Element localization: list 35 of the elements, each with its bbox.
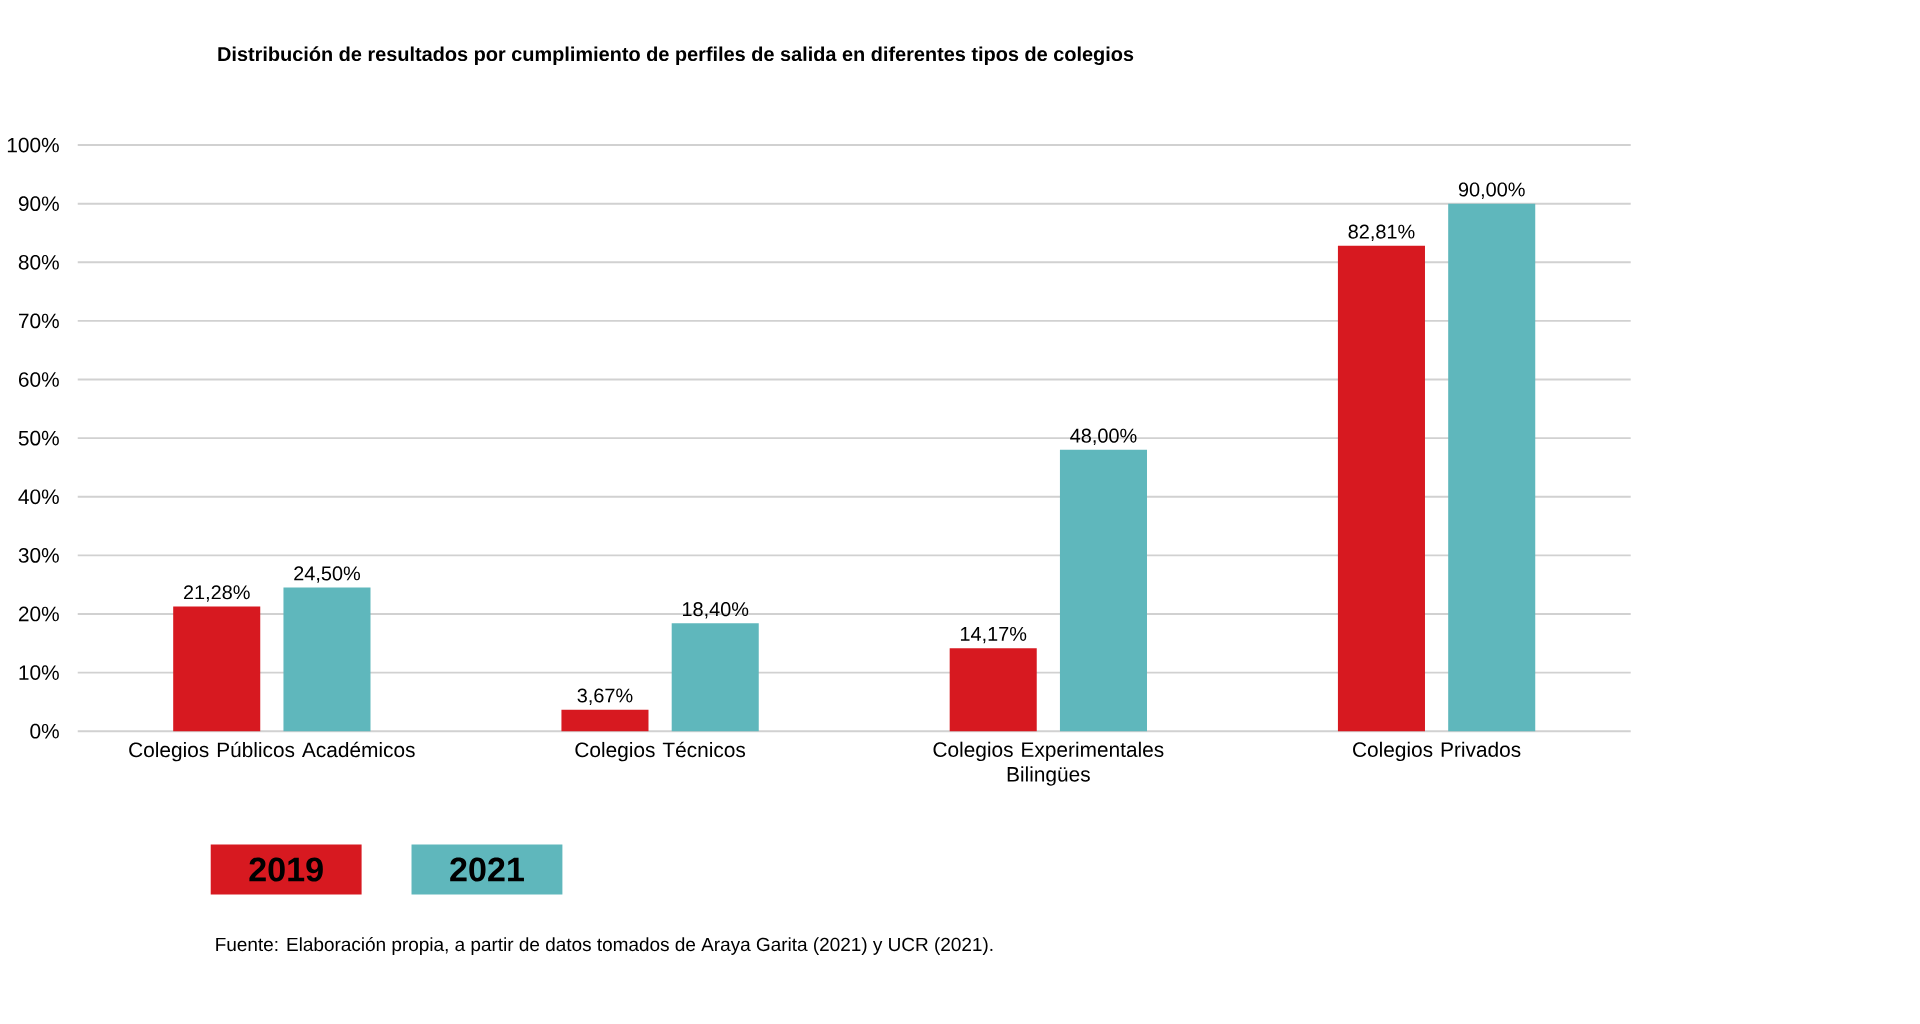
bar — [283, 587, 371, 732]
data-label: 48,00% — [1070, 428, 1137, 446]
bar — [1059, 450, 1147, 732]
source-note: Fuente: Elaboración propia, a partir de datos tomados de Araya Garita (2021) y UCR (2021). — [216, 937, 993, 956]
x-tick-label: Colegios Privados — [1353, 741, 1521, 762]
y-tick-label: 80% — [18, 255, 59, 270]
bar — [561, 709, 649, 732]
y-tick-label: 100% — [7, 137, 59, 153]
x-tick-label: Colegios Técnicos — [575, 741, 746, 762]
y-tick-label: 90% — [18, 196, 59, 212]
data-label: 3,67% — [577, 688, 633, 706]
y-tick-label: 70% — [18, 313, 59, 329]
bar — [949, 648, 1037, 732]
y-tick-label: 10% — [19, 665, 59, 681]
bar — [1448, 203, 1536, 732]
data-label: 90,00% — [1458, 182, 1525, 200]
y-tick-label: 30% — [18, 548, 59, 563]
bar — [173, 606, 261, 732]
y-tick-label: 0% — [30, 723, 59, 739]
data-label: 14,17% — [960, 627, 1027, 644]
y-tick-label: 50% — [18, 430, 59, 446]
data-label: 24,50% — [294, 566, 361, 583]
x-tick-label: Colegios Experimentales Bilingües — [933, 741, 1164, 786]
data-label: 18,40% — [682, 602, 749, 619]
y-tick-label: 60% — [18, 372, 59, 388]
data-label: 21,28% — [183, 585, 250, 602]
data-label: 82,81% — [1348, 224, 1415, 242]
chart-title: Distribución de resultados por cumplimiento de perfiles de salida en diferentes tipos de colegios — [218, 46, 1134, 66]
text: 2019 — [249, 857, 323, 882]
text: 2021 — [450, 857, 524, 882]
y-tick-label: 40% — [18, 489, 59, 505]
bar — [1337, 245, 1425, 732]
x-tick-label: Colegios Públicos Académicos — [129, 741, 415, 762]
bar — [671, 623, 759, 732]
y-tick-label: 20% — [18, 606, 59, 622]
